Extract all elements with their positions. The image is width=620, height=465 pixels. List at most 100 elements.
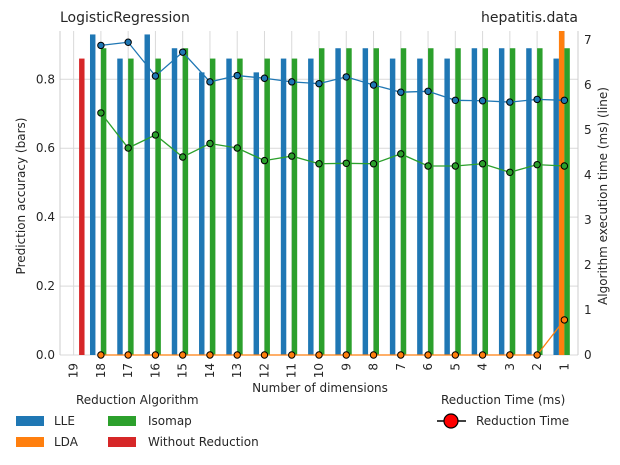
point-lda <box>97 351 105 359</box>
bar-without-reduction <box>79 58 85 356</box>
legend-swatch-without-reduction <box>108 437 136 447</box>
point-isomap <box>288 152 296 160</box>
chart-title-right: hepatitis.data <box>481 10 578 26</box>
point-lle <box>260 74 269 82</box>
legend-swatch-lda <box>16 437 44 447</box>
y-right-tick-label: 4 <box>584 168 592 182</box>
point-lda <box>397 351 405 359</box>
point-lda <box>560 316 569 324</box>
point-lda <box>342 351 350 359</box>
point-lda <box>533 351 541 359</box>
x-tick-label: 8 <box>367 363 381 371</box>
point-lle <box>97 41 105 50</box>
bar-lle <box>199 72 205 356</box>
bar-lda <box>558 31 565 355</box>
x-tick-label: 1 <box>557 363 571 371</box>
point-lda <box>178 351 187 359</box>
axes: 0.00.20.40.60.819 18 17 16 15 14 13 12 11 10 9 8 7 6 5… <box>36 31 592 378</box>
point-lda <box>288 351 296 359</box>
x-tick-label: 3 <box>503 363 517 371</box>
bar-isomap <box>482 48 489 356</box>
bar-isomap <box>537 48 543 356</box>
x-tick-label: 5 <box>448 363 462 371</box>
bars <box>79 31 570 356</box>
y-left-tick-label: 0.6 <box>36 141 55 155</box>
legend-label-isomap: Isomap <box>148 414 192 428</box>
point-lle <box>397 88 405 96</box>
bar-isomap <box>455 48 461 356</box>
point-lle <box>342 73 350 81</box>
bar-lle <box>553 58 559 356</box>
x-tick-label: 11 <box>285 363 299 378</box>
bar-isomap <box>428 48 434 356</box>
x-tick-label: 13 <box>230 363 244 378</box>
time-lines <box>97 38 569 359</box>
point-isomap <box>97 109 105 117</box>
point-lle <box>478 97 487 105</box>
point-isomap <box>560 162 569 170</box>
bar-lle <box>226 58 232 356</box>
y-left-tick-label: 0.4 <box>36 210 55 224</box>
legend-swatch-lle <box>16 416 44 426</box>
bar-lle <box>253 72 260 356</box>
point-isomap <box>124 144 132 152</box>
point-lda <box>260 351 269 359</box>
legend-label-lda: LDA <box>54 435 79 449</box>
bar-lle <box>280 58 287 356</box>
point-lle <box>124 38 132 46</box>
bar-isomap <box>373 48 379 356</box>
x-tick-label: 16 <box>148 363 162 378</box>
bar-isomap <box>209 58 216 356</box>
bar-lle <box>471 48 478 356</box>
point-isomap <box>233 144 241 152</box>
x-tick-label: 15 <box>176 363 190 378</box>
x-axis-label: Number of dimensions <box>252 381 388 395</box>
point-lle <box>233 71 241 80</box>
bar-isomap <box>100 48 107 356</box>
x-tick-label: 14 <box>203 363 217 378</box>
bar-isomap <box>564 48 570 356</box>
point-isomap <box>206 139 214 148</box>
chart-title-left: LogisticRegression <box>60 10 190 26</box>
bar-isomap <box>319 48 325 356</box>
point-lle <box>151 72 160 80</box>
line-lda <box>100 319 565 356</box>
point-lda <box>424 351 432 359</box>
y-axis-left-label: Prediction accuracy (bars) <box>14 118 28 275</box>
y-axis-right-label: Algorithm execution time (ms) (line) <box>596 87 610 305</box>
point-isomap <box>506 168 514 177</box>
bar-lle <box>389 58 396 356</box>
x-tick-label: 2 <box>530 363 544 371</box>
bar-lle <box>526 48 532 356</box>
point-lda <box>233 351 241 359</box>
point-lda <box>315 351 323 359</box>
point-lle <box>424 87 432 96</box>
y-right-tick-label: 1 <box>584 303 592 317</box>
bar-isomap <box>291 58 298 356</box>
y-right-tick-label: 7 <box>584 33 592 47</box>
bar-lle <box>117 58 123 356</box>
legend-swatch-isomap <box>108 416 136 426</box>
y-left-tick-label: 0.2 <box>36 279 55 293</box>
x-tick-label: 12 <box>257 363 271 378</box>
bar-lle <box>308 58 314 356</box>
bar-lle <box>335 48 341 356</box>
bar-isomap <box>128 58 134 356</box>
legend-label-reduction-time: Reduction Time <box>476 414 569 428</box>
point-isomap <box>260 156 269 165</box>
bar-isomap <box>155 58 161 356</box>
bar-isomap <box>237 58 243 356</box>
x-tick-label: 7 <box>394 363 408 371</box>
x-tick-label: 9 <box>339 363 353 371</box>
bar-isomap <box>400 48 407 356</box>
point-lle <box>451 96 460 105</box>
point-lda <box>506 351 514 359</box>
point-isomap <box>424 162 432 170</box>
point-lle <box>506 98 514 106</box>
point-isomap <box>178 153 187 161</box>
point-isomap <box>533 160 541 169</box>
y-left-tick-label: 0.0 <box>36 348 55 362</box>
point-lda <box>124 351 132 359</box>
point-lle <box>288 78 296 86</box>
point-lda <box>206 351 214 359</box>
